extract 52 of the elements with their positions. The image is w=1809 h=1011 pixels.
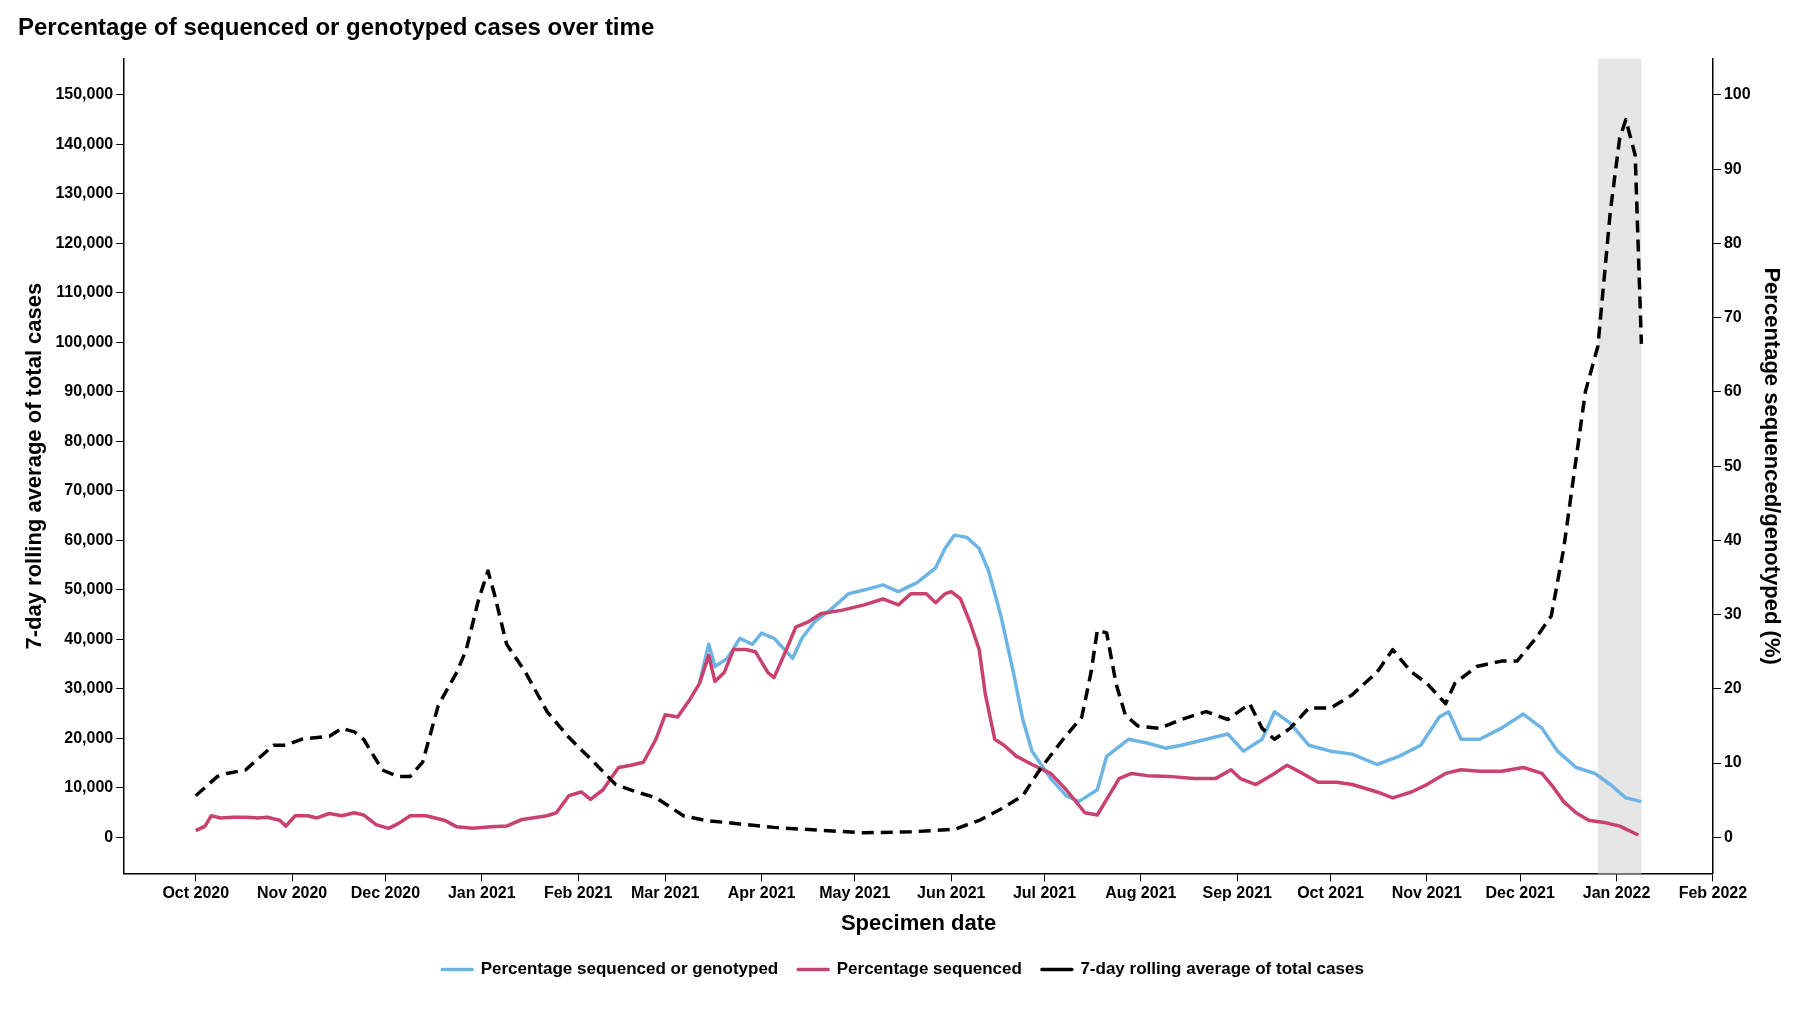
y-tick-label: 70,000 — [64, 481, 114, 499]
x-tick-label: Apr 2021 — [727, 884, 796, 902]
y2-tick-label: 20 — [1723, 679, 1742, 697]
y-tick-label: 120,000 — [55, 233, 114, 251]
x-tick-label: Dec 2020 — [350, 884, 421, 902]
y2-tick-label: 40 — [1723, 530, 1742, 548]
y-tick-label: 110,000 — [56, 283, 114, 301]
legend-label: 7-day rolling average of total cases — [1080, 959, 1364, 979]
x-tick-label: Feb 2022 — [1678, 884, 1748, 902]
y-tick-label: 80,000 — [64, 431, 114, 449]
y-axis-title: 7-day rolling average of total cases — [21, 282, 47, 650]
x-tick-label: Aug 2021 — [1105, 884, 1177, 902]
x-tick-label: Oct 2020 — [162, 884, 230, 902]
x-tick-label: Mar 2021 — [630, 884, 700, 902]
x-tick-label: Jan 2021 — [447, 884, 516, 902]
x-tick-label: Oct 2021 — [1297, 884, 1364, 902]
y-tick-label: 100,000 — [55, 332, 114, 350]
y2-tick-label: 30 — [1723, 604, 1742, 622]
x-tick-label: Nov 2021 — [1391, 884, 1463, 902]
legend-label: Percentage sequenced — [836, 959, 1022, 979]
legend-label: Percentage sequenced or genotyped — [480, 959, 779, 979]
y-tick-label: 140,000 — [55, 134, 114, 152]
line-series — [193, 117, 1644, 835]
y-tick-label: 0 — [104, 827, 114, 845]
y-tick-label: 130,000 — [55, 184, 114, 202]
x-tick-label: Jan 2022 — [1582, 884, 1651, 902]
y-tick-label: 30,000 — [64, 679, 114, 697]
y-tick-label: 40,000 — [64, 629, 114, 647]
y-tick-label: 150,000 — [55, 85, 114, 103]
x-tick-label: Nov 2020 — [256, 884, 328, 902]
y2-tick-label: 70 — [1723, 308, 1742, 326]
x-tick-label: Dec 2021 — [1485, 884, 1555, 902]
y2-tick-label: 60 — [1723, 382, 1742, 400]
x-tick-label: Feb 2021 — [543, 884, 613, 902]
y2-tick-label: 100 — [1723, 85, 1751, 103]
y-tick-label: 20,000 — [64, 728, 114, 746]
x-tick-label: Jun 2021 — [916, 884, 986, 902]
x-axis-title: Specimen date — [840, 909, 997, 935]
y-tick-label: 10,000 — [64, 778, 114, 796]
y2-tick-label: 10 — [1723, 753, 1742, 771]
y-tick-label: 90,000 — [64, 382, 114, 400]
x-tick-label: Sep 2021 — [1202, 884, 1273, 902]
x-tick-label: May 2021 — [819, 884, 891, 902]
chart-title: Percentage of sequenced or genotyped cases over time — [18, 13, 655, 41]
y2-tick-label: 0 — [1723, 827, 1733, 845]
y-tick-label: 60,000 — [64, 530, 114, 548]
y2-tick-label: 80 — [1723, 233, 1742, 251]
x-tick-label: Jul 2021 — [1012, 884, 1077, 902]
y2-tick-label: 90 — [1723, 159, 1742, 177]
y2-axis-title: Percentage sequenced/genotyped (%) — [1759, 267, 1785, 665]
y-tick-label: 50,000 — [64, 580, 114, 598]
y2-tick-label: 50 — [1723, 456, 1742, 474]
